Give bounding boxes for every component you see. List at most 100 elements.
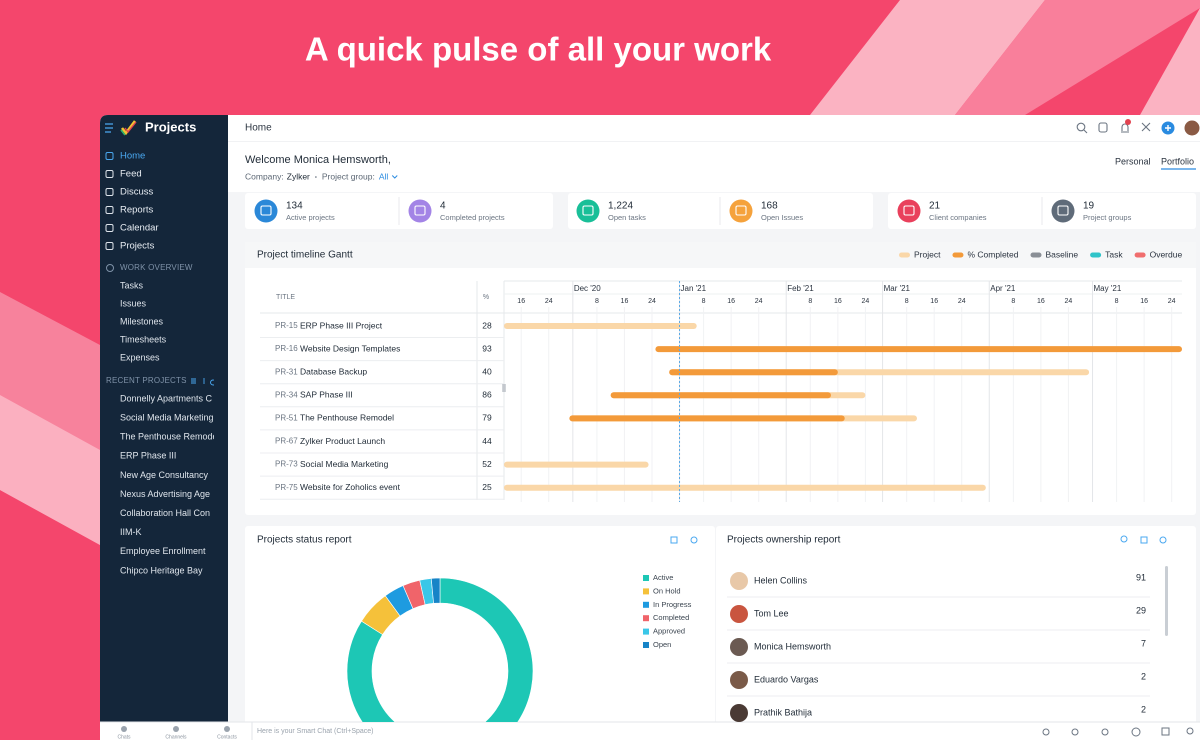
nav-icon (105, 152, 114, 160)
avatar[interactable] (1184, 120, 1200, 136)
recent-project[interactable]: Chipco Heritage Bay (120, 565, 203, 575)
panel-icons[interactable] (670, 535, 1167, 544)
completed-bar[interactable] (669, 369, 838, 376)
recent-project[interactable]: New Age Consultancy (120, 470, 209, 480)
row-name[interactable]: ERP Phase III Project (300, 320, 383, 330)
row-name[interactable]: Website for Zoholics event (300, 482, 401, 492)
bottom-right-icons[interactable] (1042, 727, 1194, 737)
brand: Projects (145, 119, 196, 134)
completed-bar[interactable] (655, 346, 1182, 353)
owner-name[interactable]: Helen Collins (754, 575, 808, 585)
bottom-label[interactable]: Channels (165, 734, 187, 740)
row-name[interactable]: Zylker Product Launch (300, 436, 385, 446)
completed-bar[interactable] (610, 392, 831, 399)
stat-label: Active projects (286, 213, 335, 222)
owner-name[interactable]: Monica Hemsworth (754, 641, 831, 651)
recent-project[interactable]: Employee Enrollment (120, 546, 206, 556)
bottom-icons[interactable] (121, 726, 230, 732)
recent-project[interactable]: Donnelly Apartments C (120, 393, 213, 403)
stat-value: 168 (761, 201, 778, 212)
day-tick-label: 8 (595, 298, 599, 305)
stat-glyph (1057, 205, 1069, 216)
nav-item[interactable]: Discuss (120, 187, 154, 198)
completed-bar[interactable] (569, 415, 845, 422)
stat-glyph (582, 205, 594, 216)
project-bar[interactable] (504, 323, 697, 329)
row-percent: 25 (482, 482, 492, 492)
recent-project[interactable]: Social Media Marketing (120, 412, 214, 422)
day-tick-label: 24 (861, 298, 869, 305)
panel-title: Project timeline Gantt (257, 250, 353, 261)
nav-item[interactable]: Calendar (120, 223, 159, 234)
owner-count: 2 (1141, 671, 1146, 681)
row-name[interactable]: Social Media Marketing (300, 459, 389, 469)
nav-icon (105, 170, 114, 178)
stat-icon (729, 199, 753, 223)
project-bar[interactable] (504, 484, 986, 491)
chevron (391, 175, 398, 179)
headline: A quick pulse of all your work (305, 31, 772, 68)
month-tick-label: Mar '21 (884, 284, 911, 293)
recent-project[interactable]: IIM-K (120, 527, 142, 537)
legend-swatch (643, 628, 649, 635)
donut-slice[interactable] (346, 577, 534, 740)
nav-item[interactable]: Home (120, 151, 145, 162)
stat-value: 134 (286, 201, 303, 212)
row-name[interactable]: SAP Phase III (300, 390, 353, 400)
topbar-icons[interactable] (1076, 122, 1151, 134)
day-tick-label: 8 (702, 298, 706, 305)
nav-sub-item[interactable]: Timesheets (120, 334, 167, 344)
recent-project[interactable]: Nexus Advertising Age (120, 489, 210, 499)
stat-label: Open tasks (608, 213, 646, 222)
row-id: PR-16 (275, 344, 298, 353)
owner-name[interactable]: Prathik Bathija (754, 707, 812, 717)
legend-label: % Completed (967, 249, 1018, 259)
bottom-label[interactable]: Contacts (217, 734, 237, 740)
bottom-label[interactable]: Chats (117, 734, 131, 740)
nav-item[interactable]: Projects (120, 241, 155, 252)
owner-name[interactable]: Eduardo Vargas (754, 674, 819, 684)
legend-swatch (1134, 252, 1146, 258)
chat-placeholder[interactable]: Here is your Smart Chat (Ctrl+Space) (257, 728, 374, 735)
day-tick-label: 16 (621, 298, 629, 305)
stat-glyph (260, 205, 272, 216)
project-bar[interactable] (504, 461, 649, 468)
donut-slice[interactable] (430, 577, 441, 604)
row-percent: 52 (482, 459, 492, 469)
nav-icon (105, 224, 114, 232)
section-actions[interactable] (191, 378, 216, 386)
row-percent: 86 (482, 390, 492, 400)
recent-project[interactable]: ERP Phase III (120, 451, 176, 461)
nav-sub-item[interactable]: Tasks (120, 280, 144, 290)
column-header: % (483, 294, 489, 301)
day-tick-label: 24 (1168, 298, 1176, 305)
logo (105, 120, 137, 136)
row-name[interactable]: The Penthouse Remodel (300, 413, 394, 423)
group[interactable]: All (379, 171, 389, 181)
topbar (228, 115, 1200, 142)
row-id: PR-31 (275, 367, 298, 376)
legend-label: Project (914, 249, 941, 259)
stat-icon (1051, 199, 1075, 223)
tab[interactable]: Personal (1115, 156, 1151, 166)
bottom-bar (100, 722, 1200, 740)
nav-sub-item[interactable]: Expenses (120, 352, 160, 362)
row-percent: 28 (482, 320, 492, 330)
nav-sub-item[interactable]: Issues (120, 298, 147, 308)
nav-sub-item[interactable]: Milestones (120, 316, 164, 326)
owner-count: 29 (1136, 605, 1146, 615)
row-name[interactable]: Website Design Templates (300, 343, 400, 353)
stat-glyph (903, 205, 915, 216)
user-avatar (730, 704, 748, 722)
owner-name[interactable]: Tom Lee (754, 608, 789, 618)
recent-project[interactable]: The Penthouse Remode (120, 432, 218, 442)
donut (346, 577, 534, 740)
legend-swatch (1030, 252, 1042, 258)
recent-project[interactable]: Collaboration Hall Con (120, 508, 210, 518)
nav-icon (105, 188, 114, 196)
section-title: RECENT PROJECTS (106, 376, 187, 385)
nav-item[interactable]: Reports (120, 205, 154, 216)
nav-item[interactable]: Feed (120, 169, 142, 180)
tab[interactable]: Portfolio (1161, 156, 1194, 166)
row-name[interactable]: Database Backup (300, 366, 367, 376)
